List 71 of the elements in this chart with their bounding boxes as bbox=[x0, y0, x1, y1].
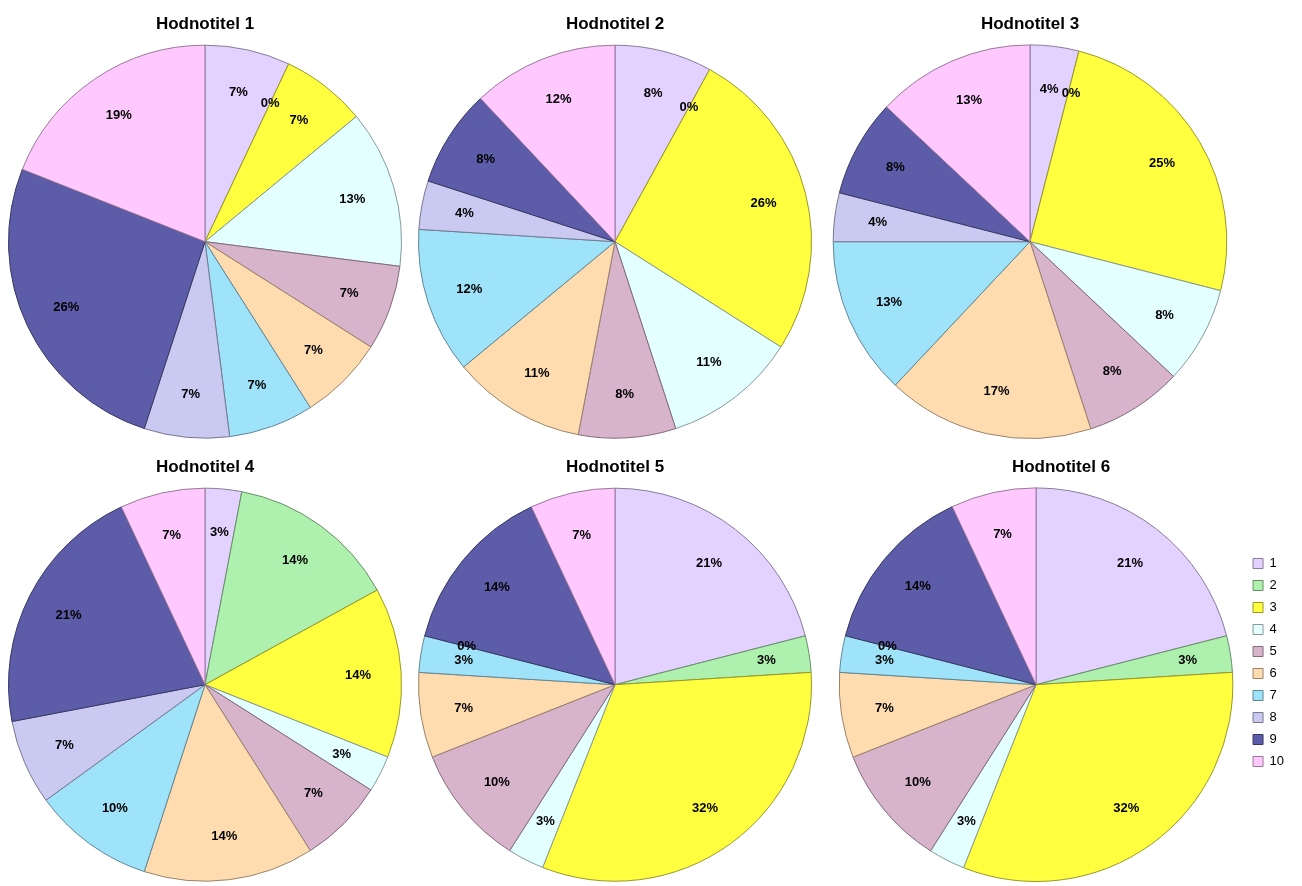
data-label: 21% bbox=[695, 555, 723, 571]
chart-title: Hodnotitel 4 bbox=[155, 456, 255, 476]
data-label: 7% bbox=[54, 737, 75, 753]
data-label: 8% bbox=[643, 84, 663, 100]
data-label: 7% bbox=[229, 83, 249, 99]
data-label: 26% bbox=[53, 298, 80, 314]
data-label: 4% bbox=[868, 214, 888, 230]
data-label: 17% bbox=[983, 383, 1010, 399]
data-label: 13% bbox=[876, 294, 903, 310]
data-label: 7% bbox=[875, 700, 895, 716]
chart-title: Hodnotitel 2 bbox=[565, 13, 665, 33]
data-label: 32% bbox=[1113, 800, 1140, 816]
data-label: 14% bbox=[211, 828, 238, 844]
chart-title: Hodnotitel 1 bbox=[155, 13, 255, 33]
data-label: 3% bbox=[875, 652, 895, 668]
data-label: 3% bbox=[756, 652, 777, 668]
data-label: 7% bbox=[993, 526, 1013, 542]
data-label: 4% bbox=[1039, 80, 1060, 96]
data-label: 14% bbox=[344, 666, 372, 682]
data-label: 19% bbox=[105, 106, 133, 122]
data-label: 12% bbox=[545, 90, 573, 106]
data-label: 10% bbox=[904, 774, 932, 790]
data-label: 21% bbox=[55, 606, 82, 622]
data-label: 7% bbox=[303, 341, 324, 357]
data-label: 14% bbox=[483, 578, 511, 594]
data-label: 12% bbox=[456, 280, 483, 296]
chart-title: Hodnotitel 5 bbox=[565, 456, 665, 476]
data-label: 3% bbox=[1178, 652, 1198, 668]
chart-title: Hodnotitel 3 bbox=[980, 13, 1080, 33]
legend-label: 3 bbox=[1269, 599, 1277, 615]
data-label: 7% bbox=[162, 526, 182, 542]
data-label: 7% bbox=[572, 526, 592, 542]
legend-label: 8 bbox=[1269, 709, 1277, 725]
data-label: 8% bbox=[476, 151, 496, 167]
data-label: 3% bbox=[332, 745, 352, 761]
data-label: 11% bbox=[696, 354, 723, 370]
data-label: 26% bbox=[750, 195, 777, 211]
legend-label: 4 bbox=[1269, 621, 1277, 637]
data-label: 3% bbox=[210, 523, 230, 539]
data-label: 7% bbox=[247, 377, 267, 393]
data-label: 10% bbox=[101, 800, 129, 816]
data-label: 8% bbox=[615, 386, 635, 402]
data-label: 3% bbox=[956, 813, 977, 829]
legend-label: 7 bbox=[1269, 687, 1277, 703]
legend-label: 9 bbox=[1269, 731, 1277, 747]
data-label: 4% bbox=[455, 204, 475, 220]
data-label: 14% bbox=[904, 578, 932, 594]
data-label: 3% bbox=[536, 812, 556, 828]
legend-label: 5 bbox=[1269, 643, 1277, 659]
chart-title: Hodnotitel 6 bbox=[1011, 456, 1111, 476]
data-label: 8% bbox=[1155, 307, 1175, 323]
data-label: 11% bbox=[524, 365, 551, 381]
data-label: 7% bbox=[303, 784, 324, 800]
data-label: 8% bbox=[1102, 362, 1123, 378]
legend-label: 2 bbox=[1269, 577, 1277, 593]
data-label: 32% bbox=[692, 800, 719, 816]
data-label: 13% bbox=[339, 190, 366, 206]
data-label: 7% bbox=[289, 112, 309, 128]
data-label: 13% bbox=[956, 92, 983, 108]
data-label: 21% bbox=[1117, 554, 1144, 570]
data-label: 10% bbox=[483, 773, 511, 789]
legend-label: 1 bbox=[1269, 555, 1277, 571]
data-label: 14% bbox=[282, 552, 309, 568]
data-label: 7% bbox=[454, 700, 474, 716]
data-label: 7% bbox=[339, 285, 360, 301]
data-label: 7% bbox=[181, 385, 201, 401]
data-label: 3% bbox=[454, 652, 474, 668]
data-label: 25% bbox=[1149, 155, 1176, 171]
legend-label: 6 bbox=[1269, 665, 1277, 681]
legend-label: 10 bbox=[1269, 753, 1285, 769]
data-label: 8% bbox=[886, 159, 906, 175]
